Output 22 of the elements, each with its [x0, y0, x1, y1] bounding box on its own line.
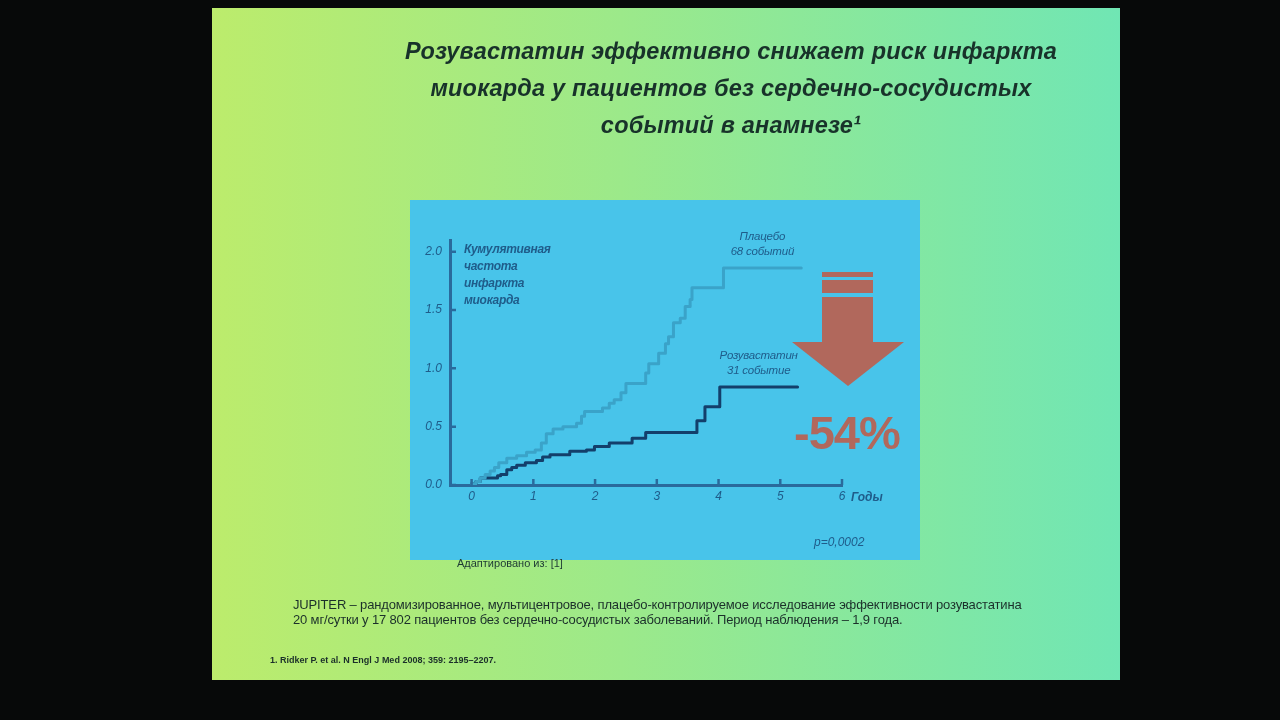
y-tick-label: 1.0	[425, 360, 443, 375]
y-tick-label: 2.0	[424, 244, 443, 259]
x-axis-title: Годы	[851, 490, 883, 504]
y-tick-label: 1.5	[425, 302, 443, 317]
annotation: -54%	[794, 406, 900, 459]
x-tick-label: 0	[468, 488, 476, 503]
x-tick-label: 4	[715, 488, 723, 503]
x-tick-label: 6	[838, 488, 846, 503]
text: p=0,0002	[814, 535, 865, 549]
text: 1. Ridker P. et al. N Engl J Med 2008; 359: 2195–2207.	[270, 655, 496, 665]
y-tick-label: 0.0	[425, 477, 443, 492]
series-label: Розувастатин 31 событие	[719, 348, 798, 378]
series-label: Плацебо 68 событий	[730, 229, 795, 259]
x-tick-label: 2	[590, 488, 599, 503]
x-tick-label: 3	[653, 488, 661, 503]
y-axis-title: Кумулятивная частота инфаркта миокарда	[464, 241, 551, 309]
text: Адаптировано из: [1]	[457, 557, 563, 569]
y-tick-label: 0.5	[425, 419, 443, 434]
x-tick-label: 1	[529, 488, 537, 503]
text: JUPITER – рандомизированное, мультицентровое, плацебо-контролируемое исследование эффективности розувастатина 20 мг/сутки у 17 802 пациентов без сердечно-сосудистых заболеваний. Период наблюдения – 1,9 года.	[293, 597, 1023, 627]
x-tick-label: 5	[776, 488, 784, 503]
chart-title: Розувастатин эффективно снижает риск инфаркта миокарда у пациентов без сердечно-сосудистых событий в анамнезе¹	[403, 37, 1059, 140]
